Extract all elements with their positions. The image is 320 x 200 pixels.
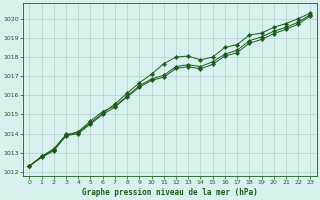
X-axis label: Graphe pression niveau de la mer (hPa): Graphe pression niveau de la mer (hPa) bbox=[82, 188, 258, 197]
